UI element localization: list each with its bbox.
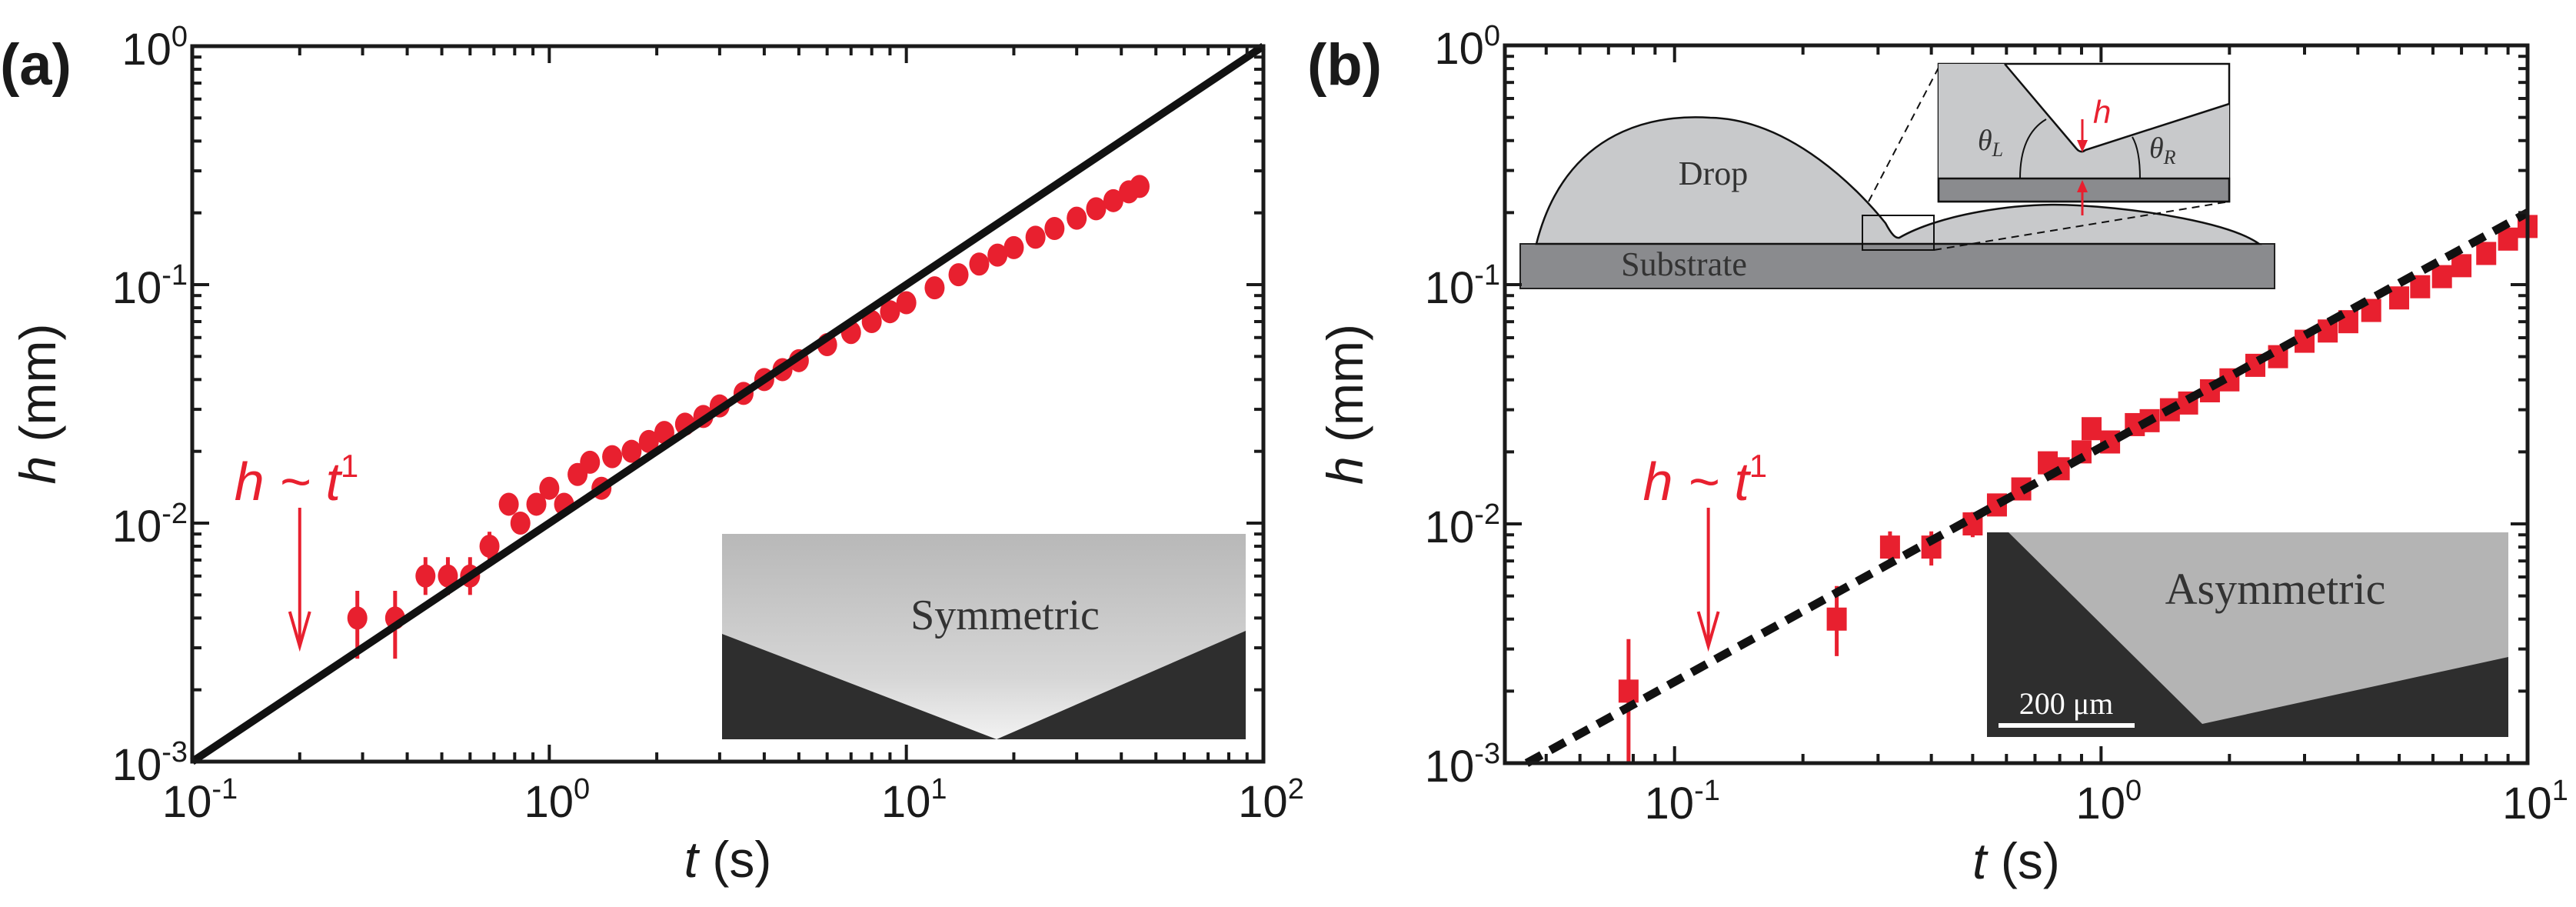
data-point (621, 439, 642, 463)
theta-left-label: θL (1978, 125, 2003, 161)
data-point (2476, 242, 2497, 265)
drop-label: Drop (1679, 155, 1748, 192)
data-point (987, 243, 1008, 267)
data-point (580, 450, 601, 474)
data-point (1129, 175, 1150, 198)
y-tick-label: 10-3 (1425, 738, 1500, 792)
data-point (1618, 679, 1639, 703)
y-tick-label: 100 (121, 21, 188, 75)
data-point (924, 276, 945, 300)
x-tick-label: 101 (2502, 775, 2568, 829)
x-tick-label: 10-1 (1645, 775, 1720, 829)
annotation-arrow-head (1696, 611, 1720, 652)
y-tick-label: 10-2 (1425, 499, 1500, 552)
x-tick-label: 100 (2076, 775, 2142, 829)
inset-photo-symmetric: Symmetric (722, 534, 1246, 739)
y-tick-label: 10-1 (1425, 259, 1500, 313)
x-tick-label: 10-1 (162, 773, 238, 827)
panel-a: (a) Symmetric 10-1 100 101 10210-310-210-11… (0, 21, 1304, 888)
data-point (1003, 235, 1024, 259)
y-axis-title: h (mm) (9, 324, 66, 485)
plot-area-a: 10-1 100 101 102 10-3 10-2 10-1 100 t (s) h (mm) h… (9, 21, 1304, 888)
data-point (969, 252, 990, 276)
y-tick-label: 10-3 (112, 736, 188, 790)
data-point (2431, 265, 2452, 288)
zoom-box (1862, 215, 1935, 251)
data-point (1879, 535, 1900, 559)
x-axis-title: t (s) (684, 831, 772, 888)
data-point (479, 535, 500, 559)
annotation-arrow-head (288, 611, 311, 652)
data-point (896, 291, 917, 315)
y-tick-label: 10-1 (112, 259, 188, 313)
data-point (1826, 607, 1847, 631)
data-point (2389, 286, 2410, 310)
inset-photo-asymmetric: Asymmetric 200 μm (1987, 532, 2508, 737)
panel-label-b: (b) (1307, 32, 1382, 98)
data-point (948, 263, 969, 287)
data-point (1025, 225, 1046, 249)
data-point (880, 300, 900, 324)
data-point (2451, 254, 2472, 278)
data-point (654, 421, 674, 445)
data-point (1103, 188, 1123, 212)
zoomed-neck-inset: θL θR h (1937, 62, 2231, 215)
axes-frame (1503, 43, 2530, 765)
data-point (1044, 216, 1065, 240)
y-axis-title: h (mm) (1316, 324, 1373, 485)
panel-b: (b) Asymmetric 200 μm Drop Substrate (1307, 20, 2568, 889)
data-point (861, 310, 882, 334)
scaling-annotation: h ~ t1 (235, 448, 359, 512)
data-point (498, 492, 519, 516)
drop-left (1535, 116, 2262, 245)
data-point (415, 564, 436, 588)
theta-right-label: θR (2149, 132, 2176, 168)
x-axis-title: t (s) (1972, 832, 2060, 889)
schematic-inset: Drop Substrate θL θR h (1519, 62, 2275, 289)
data-point (347, 606, 368, 630)
x-tick-label: 101 (881, 773, 947, 827)
inset-label-asymmetric: Asymmetric (2165, 564, 2386, 614)
data-point (510, 512, 531, 535)
gap-h-label: h (2093, 94, 2111, 130)
fit-line (1524, 208, 2530, 767)
data-point (638, 429, 659, 453)
x-tick-label: 100 (524, 773, 591, 827)
panel-label-a: (a) (0, 32, 72, 98)
data-point (526, 492, 547, 516)
data-point (438, 564, 458, 588)
scale-bar-label: 200 μm (2019, 686, 2114, 721)
axes-frame (190, 44, 1266, 764)
data-point (602, 445, 623, 469)
y-tick-label: 100 (1434, 20, 1500, 74)
data-point (1067, 206, 1087, 230)
scaling-annotation: h ~ t1 (1643, 448, 1768, 512)
inset-label-symmetric: Symmetric (910, 592, 1100, 639)
fit-line (190, 42, 1266, 765)
x-tick-label: 102 (1238, 773, 1304, 827)
data-point (539, 476, 560, 500)
data-point (1086, 197, 1107, 221)
y-tick-label: 10-2 (112, 498, 188, 552)
data-point (2082, 417, 2102, 441)
substrate-label: Substrate (1621, 245, 1747, 283)
plot-area-b: 10-1 100 101 10-3 10-2 10-1 100 t (s) h (mm) h ~ … (1316, 20, 2568, 889)
